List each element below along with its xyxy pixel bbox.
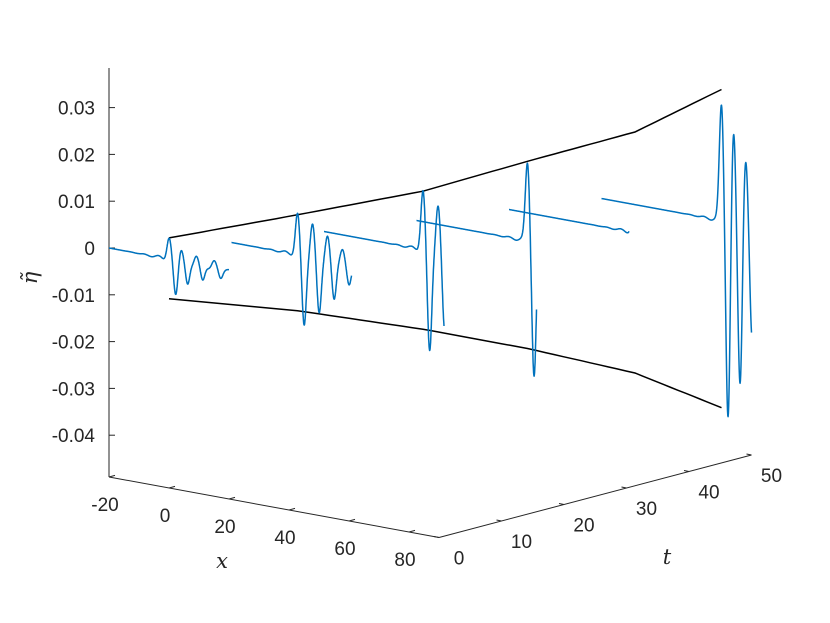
t-tick-mark [496, 519, 502, 522]
wave-trace [601, 104, 753, 418]
x-tick-label: 0 [160, 506, 171, 527]
t-tick-label: 50 [761, 466, 782, 487]
lower-envelope [168, 298, 722, 409]
x-tick-mark [168, 485, 176, 489]
x-tick-label: 60 [334, 539, 355, 560]
x-axis-title: x [216, 549, 228, 573]
t-tick-label: 0 [454, 549, 465, 570]
envelope-group [168, 88, 722, 409]
wave-trace [323, 189, 445, 352]
z-tick-label: -0.02 [52, 333, 95, 354]
tick-labels-group: -20 0 20 40 60 80 0 10 20 30 40 50 0.03 0.02 0.01 0 -0.0… [18, 99, 782, 573]
wave-traces-group [108, 104, 753, 418]
x-tick-label: 20 [214, 517, 235, 538]
x-tick-label: 80 [394, 550, 415, 571]
x-tick-label: 40 [274, 528, 295, 549]
z-tick-label: 0.03 [58, 99, 95, 120]
wave-trace [415, 162, 538, 377]
wave-trace [508, 208, 630, 234]
x-tick-mark [228, 496, 236, 500]
x-tick-mark [408, 529, 416, 533]
x-tick-mark [108, 474, 116, 478]
wave-trace [230, 212, 353, 326]
t-tick-label: 40 [698, 483, 719, 504]
z-tick-label: 0.02 [58, 145, 95, 166]
upper-envelope [168, 88, 722, 239]
x-tick-mark [288, 507, 296, 511]
t-axis-title: t [663, 545, 672, 569]
z-tick-label: -0.04 [52, 426, 96, 447]
t-tick-mark [433, 536, 440, 538]
t-tick-label: 20 [573, 516, 594, 537]
x-tick-mark [348, 518, 356, 522]
z-tick-label: 0.01 [58, 192, 95, 213]
z-tick-label: 0 [84, 239, 95, 260]
t-tick-mark [621, 486, 627, 489]
x-axis-line [108, 476, 440, 538]
axes-group [108, 68, 752, 538]
t-tick-label: 10 [511, 532, 532, 553]
x-tick-label: -20 [91, 495, 118, 516]
z-axis-title: η̃ [18, 271, 42, 284]
t-axis-line [438, 454, 752, 538]
t-tick-mark [746, 453, 752, 456]
t-tick-label: 30 [636, 499, 657, 520]
z-tick-label: -0.03 [52, 379, 95, 400]
t-tick-mark [558, 503, 565, 505]
wave-trace [108, 237, 230, 296]
z-tick-label: -0.01 [52, 286, 95, 307]
t-tick-mark [683, 470, 690, 472]
